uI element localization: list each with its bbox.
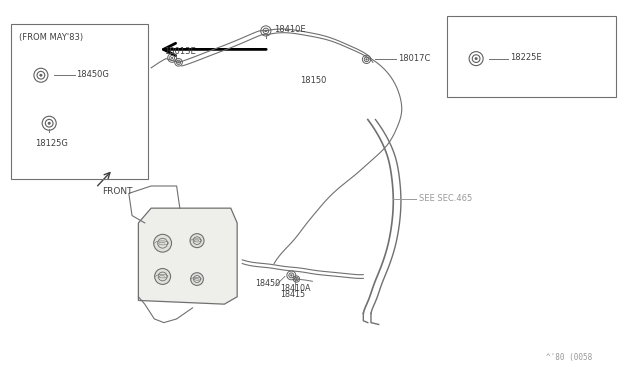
Bar [447,16,616,97]
Text: 18450: 18450 [255,279,280,288]
Ellipse shape [296,278,297,280]
Ellipse shape [475,57,477,60]
Text: 18150: 18150 [300,76,326,84]
Text: 18410A: 18410A [280,284,311,293]
Text: 18450G: 18450G [77,70,109,79]
Ellipse shape [365,58,367,60]
Polygon shape [138,208,237,304]
Ellipse shape [191,273,204,285]
Text: 18415: 18415 [280,290,306,299]
Text: 18017C: 18017C [397,54,430,63]
Bar [11,23,148,179]
Text: (FROM MAY'83): (FROM MAY'83) [19,33,83,42]
Ellipse shape [154,234,172,252]
Text: 18125G: 18125G [35,139,68,148]
Ellipse shape [265,30,267,32]
Ellipse shape [40,74,42,77]
Text: 18013E: 18013E [164,47,196,56]
Text: ^'80 (0058: ^'80 (0058 [546,353,593,362]
Text: SEE SEC.465: SEE SEC.465 [419,194,472,203]
Ellipse shape [178,61,179,63]
Ellipse shape [155,269,171,285]
Text: FRONT: FRONT [102,187,132,196]
Ellipse shape [291,275,292,276]
Ellipse shape [172,57,173,59]
Ellipse shape [190,234,204,248]
Text: 18225E: 18225E [510,54,541,62]
Text: 18410E: 18410E [274,25,306,34]
Ellipse shape [48,122,51,125]
